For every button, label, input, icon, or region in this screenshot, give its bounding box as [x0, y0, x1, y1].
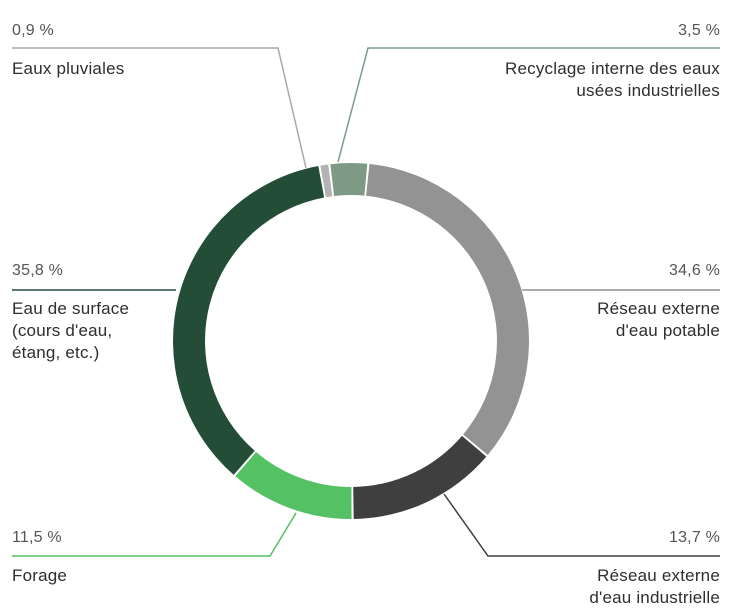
- label-recyclage-name: Recyclage interne des eaux usées industr…: [505, 58, 720, 102]
- label-industrielle-value: 13,7 %: [668, 529, 720, 546]
- leader-line-0: [337, 47, 720, 163]
- donut-slices: [173, 163, 529, 519]
- label-surface-line2: (cours d'eau,: [12, 321, 113, 340]
- leader-line-5: [12, 47, 307, 169]
- slice-5: [320, 164, 333, 198]
- label-recyclage-line1: Recyclage interne des eaux: [505, 59, 720, 78]
- leader-lines: [12, 47, 720, 557]
- label-potable-name: Réseau externe d'eau potable: [597, 298, 720, 342]
- leader-line-3: [12, 512, 297, 557]
- label-pluviales-name: Eaux pluviales: [12, 59, 125, 78]
- slice-4: [173, 166, 325, 475]
- label-industrielle-line1: Réseau externe: [597, 566, 720, 585]
- label-forage-name: Forage: [12, 566, 68, 585]
- label-pluviales-value: 0,9 %: [12, 22, 54, 39]
- label-potable-value: 34,6 %: [668, 262, 720, 279]
- label-potable-line2: d'eau potable: [615, 321, 720, 340]
- label-recyclage-line2: usées industrielles: [576, 81, 720, 100]
- label-surface-line1: Eau de surface: [12, 299, 130, 318]
- slice-2: [353, 435, 487, 519]
- label-forage-value: 11,5 %: [12, 529, 62, 546]
- label-recyclage-value: 3,5 %: [678, 22, 720, 39]
- label-surface-value: 35,8 %: [12, 262, 64, 279]
- label-potable-line1: Réseau externe: [597, 299, 720, 318]
- leader-line-2: [443, 493, 720, 557]
- slice-0: [330, 163, 368, 196]
- slice-1: [366, 163, 529, 455]
- label-surface-line3: étang, etc.): [12, 343, 100, 362]
- slice-3: [235, 451, 352, 519]
- label-surface-name: Eau de surface (cours d'eau, étang, etc.…: [12, 298, 129, 364]
- label-industrielle-line2: d'eau industrielle: [589, 588, 720, 607]
- label-industrielle-name: Réseau externe d'eau industrielle: [589, 565, 720, 609]
